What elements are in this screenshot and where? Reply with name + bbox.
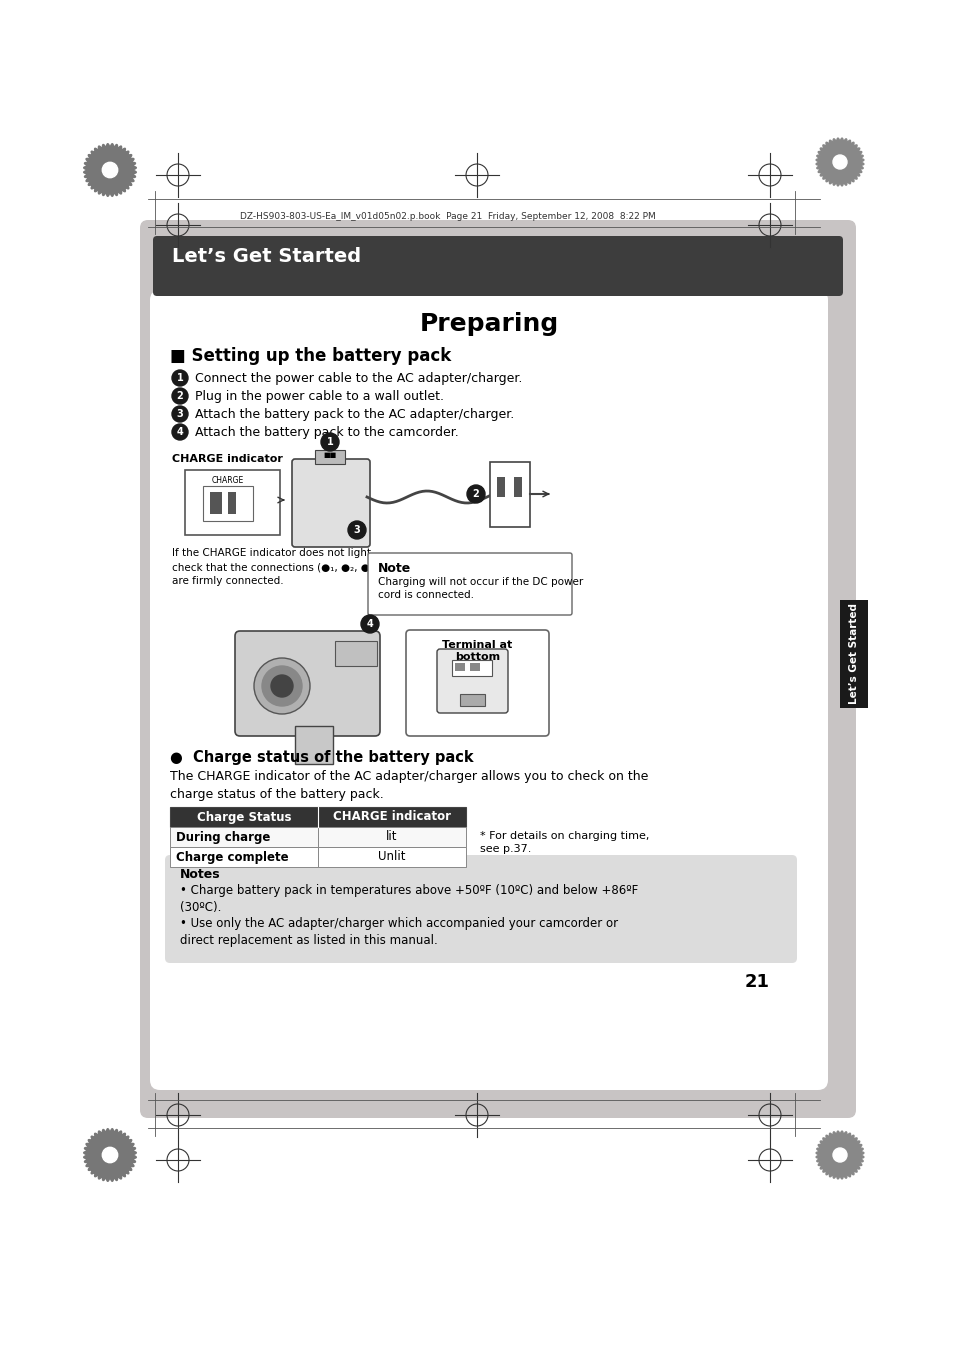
Text: Attach the battery pack to the camcorder.: Attach the battery pack to the camcorder… — [194, 427, 458, 439]
Text: 3: 3 — [176, 409, 183, 418]
Bar — [514, 477, 521, 497]
Text: ●  Charge status of the battery pack: ● Charge status of the battery pack — [170, 751, 473, 765]
FancyBboxPatch shape — [368, 554, 572, 616]
FancyBboxPatch shape — [406, 630, 548, 736]
Bar — [840, 599, 867, 707]
Circle shape — [172, 406, 188, 423]
Circle shape — [832, 1148, 846, 1162]
Bar — [228, 491, 235, 514]
Text: * For details on charging time,
see p.37.: * For details on charging time, see p.37… — [479, 832, 649, 855]
Text: Terminal at
bottom: Terminal at bottom — [442, 640, 512, 663]
Bar — [317, 807, 465, 828]
Circle shape — [253, 657, 310, 714]
Bar — [455, 663, 464, 671]
Text: 2: 2 — [472, 489, 478, 500]
Circle shape — [467, 485, 484, 504]
FancyBboxPatch shape — [152, 236, 842, 296]
Text: Plug in the power cable to a wall outlet.: Plug in the power cable to a wall outlet… — [194, 390, 443, 404]
Text: During charge: During charge — [175, 830, 270, 844]
Circle shape — [348, 521, 366, 539]
Bar — [170, 807, 317, 828]
Polygon shape — [815, 138, 863, 186]
Bar — [203, 486, 253, 521]
Text: 4: 4 — [366, 620, 373, 629]
Text: CHARGE indicator: CHARGE indicator — [333, 810, 451, 824]
Text: 1: 1 — [176, 373, 183, 383]
Circle shape — [262, 666, 302, 706]
Text: 1: 1 — [326, 437, 333, 447]
FancyBboxPatch shape — [436, 649, 507, 713]
Bar — [335, 641, 376, 666]
Circle shape — [172, 424, 188, 440]
Bar — [490, 462, 530, 526]
Bar — [0, 1100, 953, 1350]
FancyBboxPatch shape — [140, 220, 855, 1118]
Text: Notes: Notes — [180, 868, 220, 882]
Polygon shape — [84, 1129, 136, 1181]
Bar — [170, 828, 317, 846]
Text: Let’s Get Started: Let’s Get Started — [172, 247, 361, 266]
Text: CHARGE indicator: CHARGE indicator — [172, 454, 283, 464]
Text: ■■: ■■ — [323, 452, 336, 458]
Circle shape — [360, 616, 378, 633]
Text: If the CHARGE indicator does not light,
check that the connections (●₁, ●₂, ●₃)
: If the CHARGE indicator does not light, … — [172, 548, 377, 586]
Text: Note: Note — [377, 562, 411, 575]
Text: 2: 2 — [176, 392, 183, 401]
Text: Charge Status: Charge Status — [196, 810, 291, 824]
Text: Let’s Get Started: Let’s Get Started — [848, 603, 858, 705]
Text: Connect the power cable to the AC adapter/charger.: Connect the power cable to the AC adapte… — [194, 373, 522, 385]
Polygon shape — [815, 1131, 863, 1179]
Text: Preparing: Preparing — [419, 312, 558, 336]
Text: 4: 4 — [176, 427, 183, 437]
Bar — [170, 846, 317, 867]
Text: The CHARGE indicator of the AC adapter/charger allows you to check on the
charge: The CHARGE indicator of the AC adapter/c… — [170, 769, 648, 801]
Text: lit: lit — [386, 830, 397, 844]
Text: DZ-HS903-803-US-Ea_IM_v01d05n02.p.book  Page 21  Friday, September 12, 2008  8:2: DZ-HS903-803-US-Ea_IM_v01d05n02.p.book P… — [240, 212, 655, 221]
Bar — [452, 660, 492, 676]
Bar — [317, 828, 465, 846]
Circle shape — [832, 155, 846, 169]
FancyBboxPatch shape — [150, 290, 827, 1089]
Bar — [317, 846, 465, 867]
Bar — [210, 491, 222, 514]
Circle shape — [102, 1148, 117, 1162]
Circle shape — [320, 433, 338, 451]
FancyBboxPatch shape — [165, 855, 796, 963]
Text: 21: 21 — [744, 973, 769, 991]
Bar — [185, 470, 280, 535]
FancyBboxPatch shape — [292, 459, 370, 547]
FancyBboxPatch shape — [234, 630, 379, 736]
Text: Charging will not occur if the DC power
cord is connected.: Charging will not occur if the DC power … — [377, 576, 582, 601]
Circle shape — [172, 370, 188, 386]
Text: • Use only the AC adapter/charger which accompanied your camcorder or
direct rep: • Use only the AC adapter/charger which … — [180, 917, 618, 946]
Bar — [470, 663, 479, 671]
Polygon shape — [84, 143, 136, 196]
Circle shape — [172, 387, 188, 404]
Circle shape — [271, 675, 293, 697]
Bar — [459, 694, 484, 706]
Text: Charge complete: Charge complete — [175, 850, 289, 864]
Bar — [314, 450, 345, 464]
Text: Unlit: Unlit — [377, 850, 405, 864]
Bar — [0, 0, 953, 225]
Circle shape — [102, 162, 117, 178]
Bar — [294, 726, 333, 764]
Text: CHARGE: CHARGE — [212, 477, 244, 485]
Bar — [497, 477, 504, 497]
Text: 3: 3 — [354, 525, 360, 535]
Text: Attach the battery pack to the AC adapter/charger.: Attach the battery pack to the AC adapte… — [194, 408, 514, 421]
Text: ■ Setting up the battery pack: ■ Setting up the battery pack — [170, 347, 451, 364]
Text: • Charge battery pack in temperatures above +50ºF (10ºC) and below +86ºF
(30ºC).: • Charge battery pack in temperatures ab… — [180, 884, 638, 914]
